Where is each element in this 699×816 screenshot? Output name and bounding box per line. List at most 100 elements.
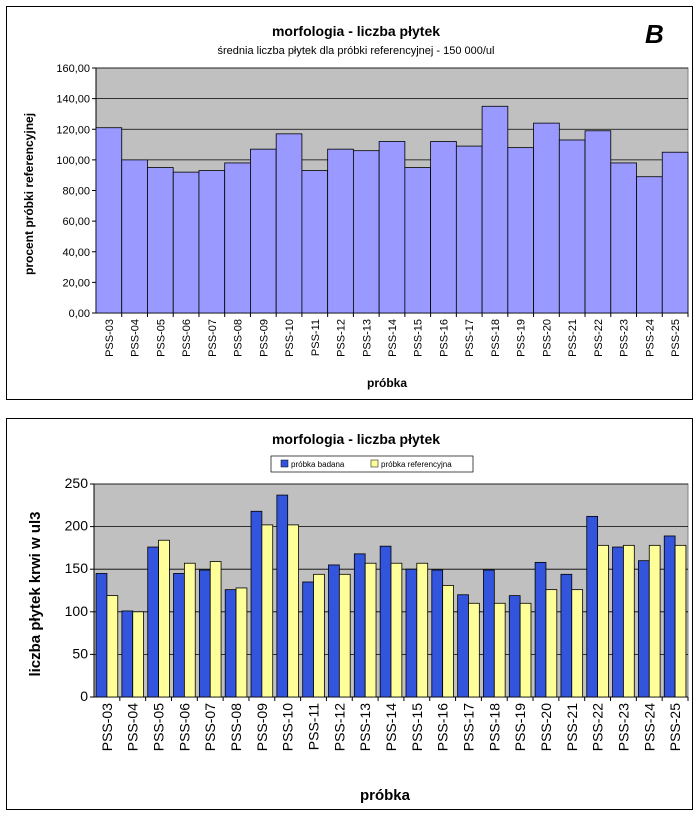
x-tick-label: PSS-14 xyxy=(387,319,399,357)
bar xyxy=(663,535,676,698)
x-tick-label: PSS-20 xyxy=(541,319,553,357)
x-tick-label: PSS-19 xyxy=(516,319,528,357)
legend-label-referencyjna: próbka referencyjna xyxy=(381,460,452,469)
x-axis-title: próbka xyxy=(360,787,411,804)
bar xyxy=(250,510,263,698)
x-tick-label: PSS-19 xyxy=(512,703,528,751)
y-tick-label: 120,00 xyxy=(56,124,90,136)
bar xyxy=(353,553,366,698)
panel-label: B xyxy=(645,19,664,49)
bar xyxy=(674,544,687,698)
bar xyxy=(106,595,119,698)
x-tick-label: PSS-06 xyxy=(176,703,192,751)
bar xyxy=(121,610,134,698)
x-tick-label: PSS-09 xyxy=(258,319,270,357)
bar xyxy=(378,141,406,314)
bar xyxy=(158,539,170,698)
bar xyxy=(586,515,599,698)
bar xyxy=(661,151,689,314)
x-tick-label: PSS-21 xyxy=(567,319,579,357)
legend: próbka badana próbka referencyjna xyxy=(270,455,474,473)
x-tick-label: PSS-25 xyxy=(667,703,683,751)
bar xyxy=(250,148,277,314)
y-tick-label: 200 xyxy=(65,518,89,534)
chart-title: morfologia - liczba płytek xyxy=(272,431,440,447)
bar xyxy=(430,141,457,314)
bar xyxy=(623,544,635,698)
bar xyxy=(597,544,609,698)
bar xyxy=(287,524,299,698)
x-tick-label: PSS-17 xyxy=(464,319,476,357)
x-tick-label: PSS-07 xyxy=(202,703,218,751)
x-tick-label: PSS-25 xyxy=(670,319,682,357)
x-tick-label: PSS-20 xyxy=(538,703,554,751)
bar xyxy=(235,587,248,698)
x-tick-label: PSS-23 xyxy=(619,319,631,357)
legend-label-badana: próbka badana xyxy=(291,460,345,469)
x-tick-label: PSS-06 xyxy=(181,319,193,357)
bar xyxy=(481,105,509,314)
bar xyxy=(638,560,650,698)
plot-area: 0 50 100 150 200 250 PSS-03 PSS-04 PSS-05 PSS-06 P… xyxy=(65,475,689,751)
bar xyxy=(327,148,354,314)
plot-area: 0,00 20,00 40,00 60,00 80,00 100,00 120,00 140,… xyxy=(56,63,689,357)
bar xyxy=(545,589,558,698)
bar xyxy=(455,145,483,314)
bar xyxy=(275,133,303,314)
y-tick-label: 50 xyxy=(72,645,88,661)
bar xyxy=(261,524,274,698)
x-tick-label: PSS-04 xyxy=(130,319,142,357)
legend-swatch-badana xyxy=(280,459,289,468)
bar xyxy=(405,568,418,698)
bar xyxy=(508,595,521,698)
bar xyxy=(313,573,325,698)
bar xyxy=(507,147,534,314)
bottom-chart-panel: morfologia - liczba płytek próbka badana… xyxy=(6,418,693,810)
chart-subtitle: średnia liczba płytek dla próbki referen… xyxy=(218,45,495,57)
x-tick-label: PSS-22 xyxy=(593,319,605,357)
bar xyxy=(198,170,226,314)
bar xyxy=(390,562,403,698)
bar xyxy=(132,611,144,698)
bar xyxy=(328,564,340,698)
x-tick-label: PSS-05 xyxy=(151,703,167,751)
y-tick-label: 140,00 xyxy=(56,94,90,106)
x-tick-label: PSS-12 xyxy=(331,703,347,751)
bar xyxy=(173,573,185,698)
x-tick-label: PSS-24 xyxy=(641,703,657,751)
x-tick-label: PSS-04 xyxy=(125,703,141,751)
legend-swatch-referencyjna xyxy=(370,459,379,468)
x-tick-label: PSS-08 xyxy=(228,703,244,751)
y-tick-label: 100 xyxy=(65,603,89,619)
bar xyxy=(364,562,377,698)
bar xyxy=(648,544,661,698)
bar xyxy=(172,171,200,314)
bar xyxy=(416,562,429,698)
bar xyxy=(147,167,174,314)
y-axis-title: liczba płytek krwi w ul3 xyxy=(27,511,44,676)
y-tick-label: 60,00 xyxy=(62,216,90,228)
bar xyxy=(338,573,351,698)
x-tick-label: PSS-03 xyxy=(104,319,116,357)
x-axis-title: próbka xyxy=(367,376,407,390)
bar xyxy=(95,127,123,314)
bar xyxy=(198,569,211,698)
y-tick-label: 250 xyxy=(65,475,89,491)
x-tick-label: PSS-18 xyxy=(490,319,502,357)
x-tick-label: PSS-15 xyxy=(409,703,425,751)
bar xyxy=(431,569,444,698)
x-tick-label: PSS-15 xyxy=(413,319,425,357)
x-tick-label: PSS-10 xyxy=(280,703,296,751)
x-tick-label: PSS-23 xyxy=(615,703,631,751)
bar xyxy=(571,589,584,698)
bar xyxy=(404,167,432,314)
bar xyxy=(147,546,159,698)
y-tick-label: 20,00 xyxy=(62,277,90,289)
bar xyxy=(558,139,586,314)
bar xyxy=(209,561,222,698)
x-tick-label: PSS-22 xyxy=(590,703,606,751)
x-tick-label: PSS-09 xyxy=(254,703,270,751)
x-tick-label: PSS-13 xyxy=(361,319,373,357)
y-tick-label: 0 xyxy=(80,688,88,704)
bar xyxy=(442,584,454,698)
